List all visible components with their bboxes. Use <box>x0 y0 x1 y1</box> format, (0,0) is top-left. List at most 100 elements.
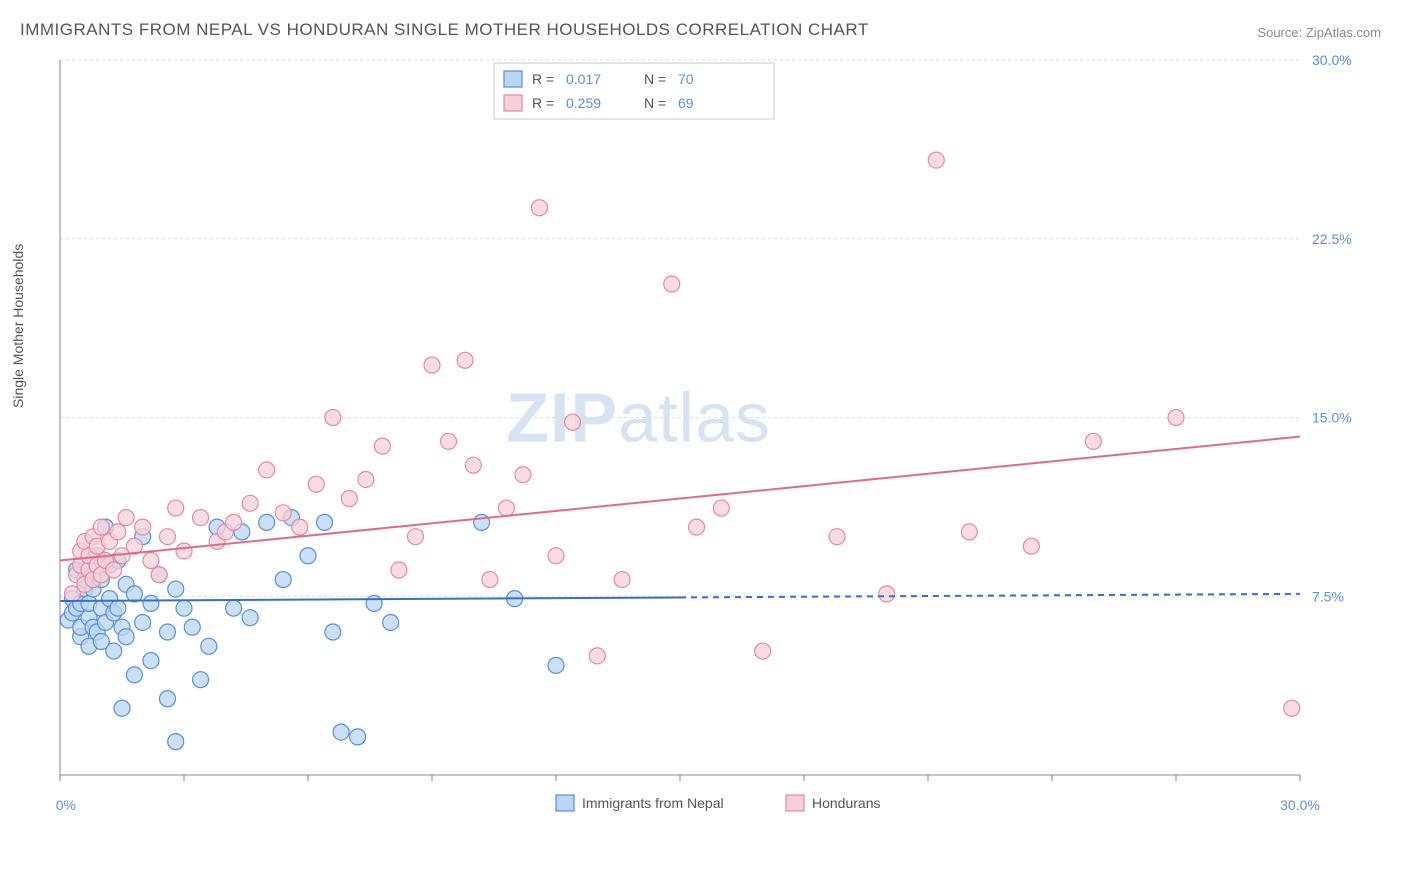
scatter-plot: ZIPatlas0.0%30.0%7.5%15.0%22.5%30.0%R =0… <box>55 55 1365 825</box>
data-point <box>292 519 308 535</box>
data-point <box>879 586 895 602</box>
data-point <box>465 457 481 473</box>
legend-r-label: R = <box>532 95 554 111</box>
data-point <box>515 467 531 483</box>
source-attribution: Source: ZipAtlas.com <box>1257 25 1381 40</box>
legend-series2-label: Hondurans <box>812 795 881 811</box>
data-point <box>143 595 159 611</box>
data-point <box>713 500 729 516</box>
y-tick-label: 15.0% <box>1312 410 1352 426</box>
data-point <box>391 562 407 578</box>
legend-swatch <box>504 95 522 111</box>
data-point <box>614 572 630 588</box>
chart-area: ZIPatlas0.0%30.0%7.5%15.0%22.5%30.0%R =0… <box>55 55 1365 825</box>
data-point <box>151 567 167 583</box>
data-point <box>242 495 258 511</box>
data-point <box>664 276 680 292</box>
data-point <box>531 200 547 216</box>
legend-swatch <box>786 795 804 811</box>
data-point <box>126 586 142 602</box>
data-point <box>300 548 316 564</box>
data-point <box>374 438 390 454</box>
legend-n-label: N = <box>644 95 666 111</box>
data-point <box>961 524 977 540</box>
data-point <box>176 543 192 559</box>
legend-series1-label: Immigrants from Nepal <box>582 795 724 811</box>
data-point <box>589 648 605 664</box>
data-point <box>474 514 490 530</box>
data-point <box>498 500 514 516</box>
data-point <box>176 600 192 616</box>
data-point <box>193 510 209 526</box>
data-point <box>226 514 242 530</box>
data-point <box>168 581 184 597</box>
data-point <box>259 462 275 478</box>
legend-swatch <box>556 795 574 811</box>
data-point <box>159 529 175 545</box>
data-point <box>118 510 134 526</box>
y-tick-label: 22.5% <box>1312 231 1352 247</box>
data-point <box>110 600 126 616</box>
data-point <box>366 595 382 611</box>
data-point <box>226 600 242 616</box>
legend-n-value: 69 <box>678 95 694 111</box>
data-point <box>333 724 349 740</box>
data-point <box>275 572 291 588</box>
data-point <box>114 700 130 716</box>
data-point <box>317 514 333 530</box>
trend-line-dashed <box>680 594 1300 598</box>
data-point <box>184 619 200 635</box>
data-point <box>201 638 217 654</box>
legend-swatch <box>504 71 522 87</box>
legend-n-label: N = <box>644 71 666 87</box>
data-point <box>135 614 151 630</box>
data-point <box>325 624 341 640</box>
data-point <box>457 352 473 368</box>
data-point <box>159 624 175 640</box>
data-point <box>106 643 122 659</box>
data-point <box>118 629 134 645</box>
chart-title: IMMIGRANTS FROM NEPAL VS HONDURAN SINGLE… <box>20 20 869 40</box>
data-point <box>135 519 151 535</box>
data-point <box>93 519 109 535</box>
y-axis-label: Single Mother Households <box>10 244 26 408</box>
x-tick-label: 0.0% <box>55 797 76 813</box>
data-point <box>168 500 184 516</box>
data-point <box>168 734 184 750</box>
data-point <box>482 572 498 588</box>
data-point <box>1168 410 1184 426</box>
data-point <box>159 691 175 707</box>
source-label: Source: <box>1257 25 1302 40</box>
data-point <box>441 433 457 449</box>
data-point <box>259 514 275 530</box>
data-point <box>325 410 341 426</box>
data-point <box>275 505 291 521</box>
data-point <box>1284 700 1300 716</box>
data-point <box>308 476 324 492</box>
data-point <box>1023 538 1039 554</box>
legend-r-value: 0.017 <box>566 71 601 87</box>
x-tick-label: 30.0% <box>1280 797 1320 813</box>
data-point <box>755 643 771 659</box>
legend-r-label: R = <box>532 71 554 87</box>
data-point <box>110 524 126 540</box>
data-point <box>928 152 944 168</box>
data-point <box>565 414 581 430</box>
y-tick-label: 7.5% <box>1312 588 1344 604</box>
data-point <box>358 471 374 487</box>
source-name: ZipAtlas.com <box>1306 25 1381 40</box>
data-point <box>143 653 159 669</box>
y-tick-label: 30.0% <box>1312 55 1352 68</box>
data-point <box>106 562 122 578</box>
data-point <box>193 672 209 688</box>
data-point <box>383 614 399 630</box>
data-point <box>829 529 845 545</box>
data-point <box>1085 433 1101 449</box>
legend-r-value: 0.259 <box>566 95 601 111</box>
data-point <box>689 519 705 535</box>
data-point <box>350 729 366 745</box>
data-point <box>126 667 142 683</box>
data-point <box>242 610 258 626</box>
data-point <box>424 357 440 373</box>
data-point <box>548 657 564 673</box>
